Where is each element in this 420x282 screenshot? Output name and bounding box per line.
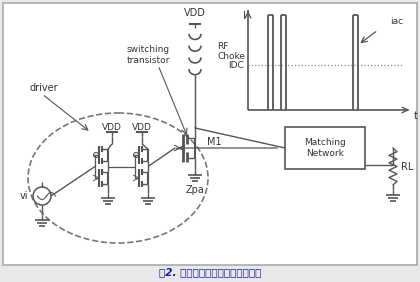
Text: switching
transistor: switching transistor [126, 45, 170, 65]
FancyBboxPatch shape [3, 3, 417, 265]
Text: 图2. 开关模式功率放大器的结构图: 图2. 开关模式功率放大器的结构图 [159, 267, 261, 277]
Text: IDC: IDC [228, 61, 244, 69]
Text: I: I [243, 11, 246, 21]
Circle shape [134, 153, 139, 158]
Text: VDD: VDD [132, 122, 152, 131]
Circle shape [33, 187, 51, 205]
Text: Zpa: Zpa [186, 185, 205, 195]
Text: t: t [414, 111, 418, 121]
Text: Matching
Network: Matching Network [304, 138, 346, 158]
Text: iac: iac [390, 17, 403, 27]
Bar [285, 127, 365, 169]
Text: RL: RL [401, 162, 413, 171]
Text: M1: M1 [207, 137, 222, 147]
Text: VDD: VDD [184, 8, 206, 18]
Text: VDD: VDD [102, 122, 122, 131]
Circle shape [94, 153, 99, 158]
Text: RF
Choke: RF Choke [217, 42, 245, 61]
Text: driver: driver [30, 83, 59, 93]
Text: vi: vi [19, 191, 28, 201]
